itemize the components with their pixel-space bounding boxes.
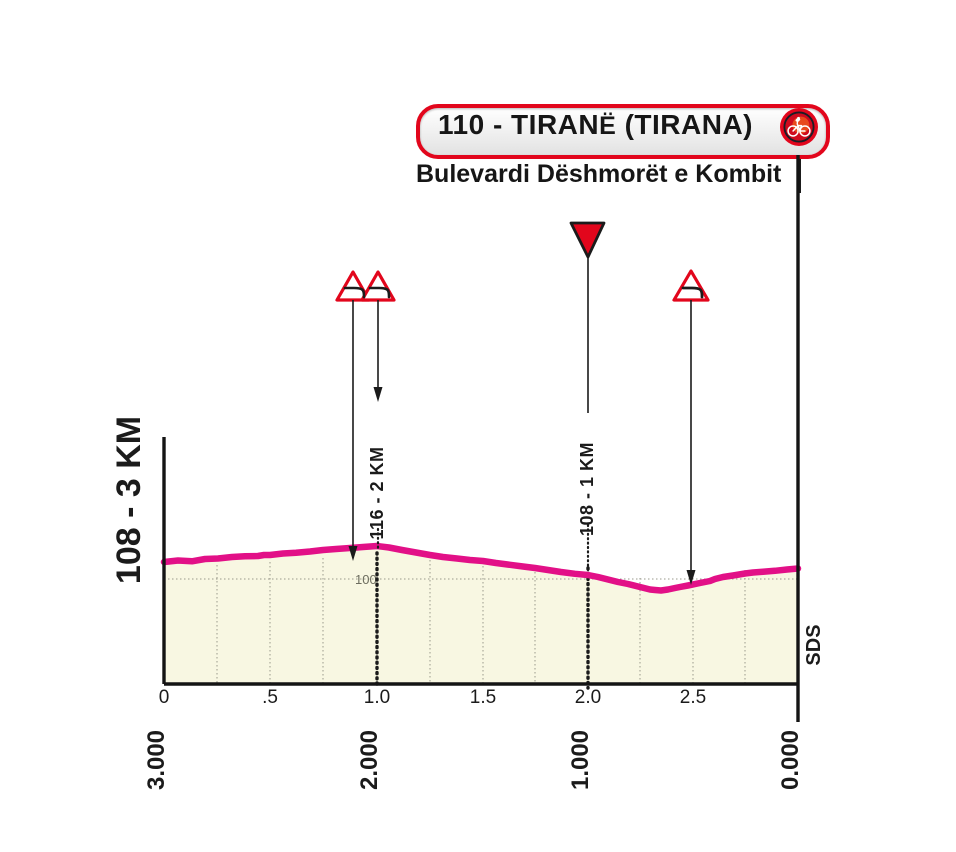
svg-text:1.0: 1.0 [364,687,390,708]
svg-text:108 - 1 KM: 108 - 1 KM [577,442,597,536]
svg-text:2.0: 2.0 [575,687,601,708]
svg-text:SDS: SDS [803,624,825,665]
svg-text:1.5: 1.5 [470,687,496,708]
svg-text:0.000: 0.000 [777,730,804,790]
svg-text:100: 100 [355,572,377,587]
svg-text:2.5: 2.5 [680,687,706,708]
svg-text:0: 0 [159,687,170,708]
svg-text:108 - 3 KM: 108 - 3 KM [110,416,148,584]
svg-text:116 - 2 KM: 116 - 2 KM [367,446,387,539]
svg-text:3.000: 3.000 [143,730,170,790]
svg-text:.5: .5 [262,687,278,708]
svg-text:1.000: 1.000 [567,730,594,790]
svg-text:2.000: 2.000 [356,730,383,790]
